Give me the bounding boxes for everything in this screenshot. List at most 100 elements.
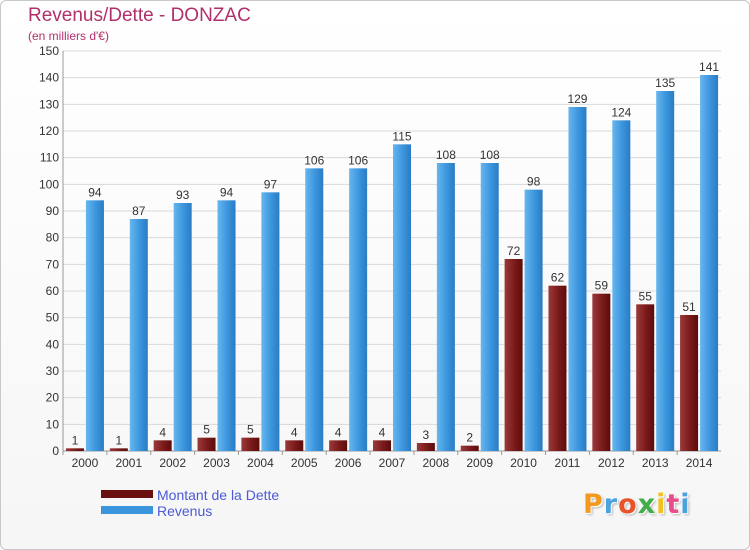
x-tick-label: 2007 <box>379 456 406 470</box>
bar-dette <box>241 437 260 451</box>
bar-revenus <box>700 75 719 451</box>
data-label: 1 <box>72 433 79 447</box>
y-tick-label: 30 <box>46 364 60 378</box>
bar-revenus <box>305 168 324 452</box>
data-label: 5 <box>203 423 210 437</box>
bar-revenus <box>612 120 631 451</box>
data-label: 106 <box>348 153 368 167</box>
bar-dette <box>636 304 655 451</box>
data-label: 62 <box>551 271 565 285</box>
y-tick-label: 70 <box>46 257 60 271</box>
y-tick-label: 20 <box>46 391 60 405</box>
bar-dette <box>197 437 216 451</box>
bar-revenus <box>568 107 587 451</box>
bar-revenus <box>349 168 368 452</box>
legend-swatch-revenus <box>101 506 153 514</box>
bar-dette <box>285 440 304 451</box>
bar-dette <box>373 440 391 451</box>
x-tick-label: 2003 <box>203 456 230 470</box>
bar-dette <box>680 315 699 451</box>
data-label: 97 <box>264 177 278 191</box>
x-tick-label: 2011 <box>555 456 581 470</box>
y-tick-label: 140 <box>39 71 59 85</box>
x-tick-label: 2010 <box>510 456 537 470</box>
data-label: 94 <box>220 185 234 199</box>
y-tick-label: 10 <box>46 417 60 431</box>
data-label: 87 <box>132 204 146 218</box>
bar-revenus <box>524 189 543 451</box>
bar-revenus <box>85 200 104 451</box>
bar-dette <box>548 285 567 451</box>
bar-dette <box>460 445 479 451</box>
bar-revenus <box>436 163 455 451</box>
data-label: 3 <box>423 428 430 442</box>
data-label: 94 <box>88 185 102 199</box>
y-tick-label: 130 <box>39 97 59 111</box>
bar-dette <box>65 448 84 451</box>
bar-revenus <box>656 91 675 451</box>
y-tick-label: 40 <box>46 337 60 351</box>
bar-dette <box>153 440 172 451</box>
data-label: 98 <box>527 175 541 189</box>
x-tick-label: 2012 <box>598 456 625 470</box>
data-label: 141 <box>699 60 719 74</box>
x-tick-label: 2005 <box>291 456 318 470</box>
data-label: 59 <box>595 279 609 293</box>
data-label: 108 <box>436 148 456 162</box>
y-tick-label: 110 <box>40 151 59 165</box>
bar-dette <box>504 259 523 451</box>
legend-label-revenus: Revenus <box>157 503 213 519</box>
data-label: 51 <box>682 300 696 314</box>
proxiti-logo: Proxiti <box>583 489 691 520</box>
y-tick-label: 80 <box>46 231 60 245</box>
y-tick-label: 90 <box>46 204 60 218</box>
chart-title: Revenus/Dette - DONZAC <box>28 5 251 26</box>
data-label: 106 <box>304 153 324 167</box>
bar-revenus <box>217 200 236 451</box>
data-label: 4 <box>379 425 386 439</box>
data-label: 93 <box>176 188 190 202</box>
chart-subtitle: (en milliers d'€) <box>28 29 109 43</box>
bar-dette <box>329 440 348 451</box>
y-tick-label: 50 <box>46 311 60 325</box>
legend-swatch-dette <box>101 490 153 498</box>
data-label: 115 <box>392 129 411 143</box>
bar-dette <box>416 443 435 451</box>
data-label: 108 <box>480 148 500 162</box>
data-label: 4 <box>335 425 342 439</box>
bar-revenus <box>173 203 192 451</box>
x-tick-label: 2009 <box>466 456 493 470</box>
bar-dette <box>109 448 128 451</box>
y-tick-label: 0 <box>52 444 59 458</box>
bar-revenus <box>480 163 499 451</box>
data-label: 4 <box>159 425 166 439</box>
data-label: 4 <box>291 425 298 439</box>
x-tick-label: 2004 <box>247 456 274 470</box>
x-tick-label: 2008 <box>423 456 450 470</box>
y-tick-label: 120 <box>39 124 59 138</box>
x-tick-label: 2013 <box>642 456 669 470</box>
data-label: 129 <box>567 92 587 106</box>
data-label: 135 <box>655 76 675 90</box>
x-tick-label: 2000 <box>72 456 99 470</box>
data-label: 72 <box>507 244 521 258</box>
x-tick-label: 2014 <box>686 456 713 470</box>
legend-label-dette: Montant de la Dette <box>157 487 280 503</box>
bar-revenus <box>393 144 411 452</box>
bar-dette <box>592 293 611 451</box>
data-label: 1 <box>115 433 122 447</box>
x-tick-label: 2001 <box>115 456 142 470</box>
bar-revenus <box>129 219 148 451</box>
x-tick-label: 2006 <box>335 456 362 470</box>
y-tick-label: 100 <box>39 177 59 191</box>
data-label: 55 <box>639 289 653 303</box>
y-tick-label: 150 <box>39 44 59 58</box>
bar-revenus <box>261 192 280 452</box>
y-tick-label: 60 <box>46 284 60 298</box>
data-label: 2 <box>466 431 473 445</box>
data-label: 5 <box>247 423 254 437</box>
data-label: 124 <box>611 105 631 119</box>
x-tick-label: 2002 <box>159 456 186 470</box>
